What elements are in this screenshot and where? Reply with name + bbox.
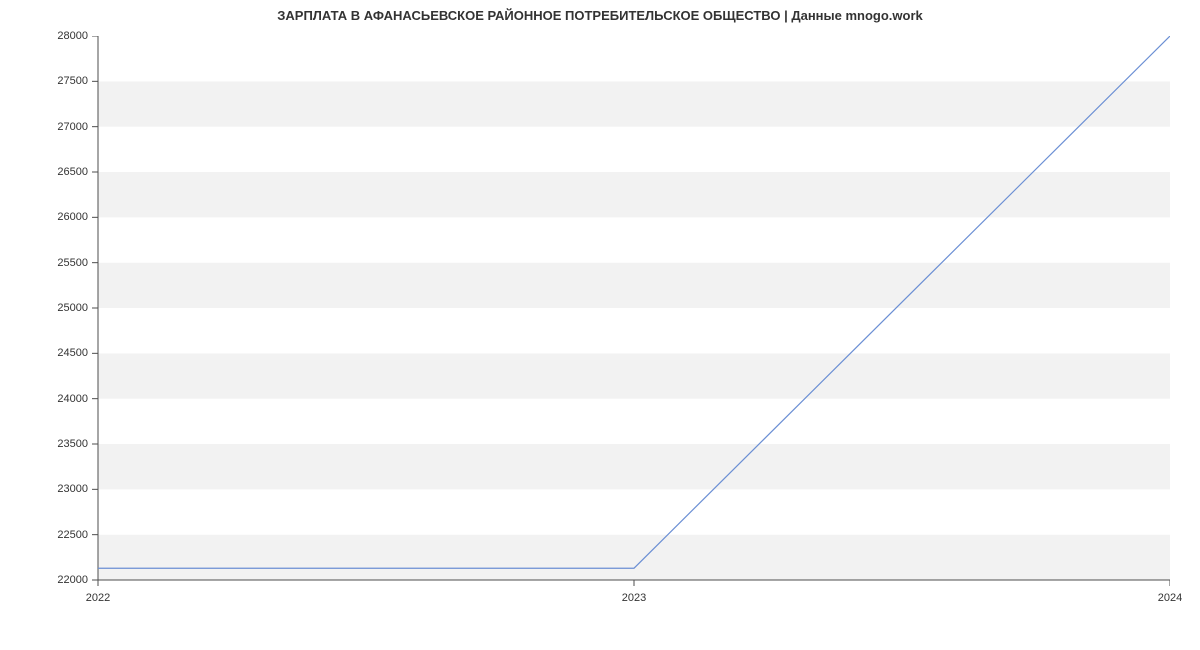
y-tick-label: 22500 (57, 529, 88, 541)
y-tick-label: 25500 (57, 257, 88, 269)
y-tick-label: 27000 (57, 121, 88, 133)
y-axis-labels: 2200022500230002350024000245002500025500… (0, 36, 88, 580)
plot-svg (92, 36, 1170, 586)
x-tick-label: 2022 (86, 592, 110, 604)
y-tick-label: 26500 (57, 166, 88, 178)
chart-title: ЗАРПЛАТА В АФАНАСЬЕВСКОЕ РАЙОННОЕ ПОТРЕБ… (0, 8, 1200, 23)
y-tick-label: 23500 (57, 438, 88, 450)
plot-area (98, 36, 1170, 580)
y-tick-label: 24500 (57, 347, 88, 359)
y-tick-label: 23000 (57, 483, 88, 495)
salary-line-chart: ЗАРПЛАТА В АФАНАСЬЕВСКОЕ РАЙОННОЕ ПОТРЕБ… (0, 0, 1200, 650)
y-tick-label: 24000 (57, 393, 88, 405)
x-tick-label: 2024 (1158, 592, 1182, 604)
x-tick-label: 2023 (622, 592, 646, 604)
y-tick-label: 25000 (57, 302, 88, 314)
y-tick-label: 22000 (57, 574, 88, 586)
y-tick-label: 28000 (57, 30, 88, 42)
y-tick-label: 27500 (57, 75, 88, 87)
y-tick-label: 26000 (57, 211, 88, 223)
